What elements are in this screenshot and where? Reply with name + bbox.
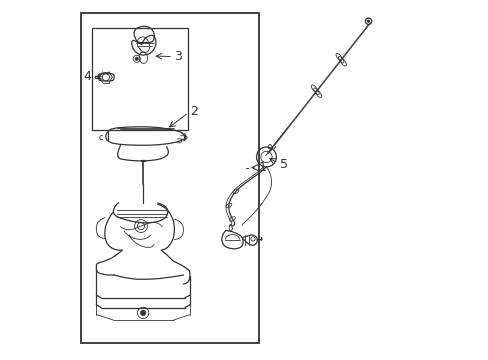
Text: 1: 1	[258, 161, 266, 174]
Circle shape	[135, 57, 138, 60]
Circle shape	[140, 310, 145, 316]
Text: 4: 4	[83, 70, 91, 83]
Circle shape	[366, 20, 369, 23]
Text: 5: 5	[279, 158, 287, 171]
Text: 2: 2	[190, 105, 198, 118]
Bar	[92, 28, 187, 130]
Text: 3: 3	[174, 50, 182, 63]
Bar	[81, 13, 258, 343]
